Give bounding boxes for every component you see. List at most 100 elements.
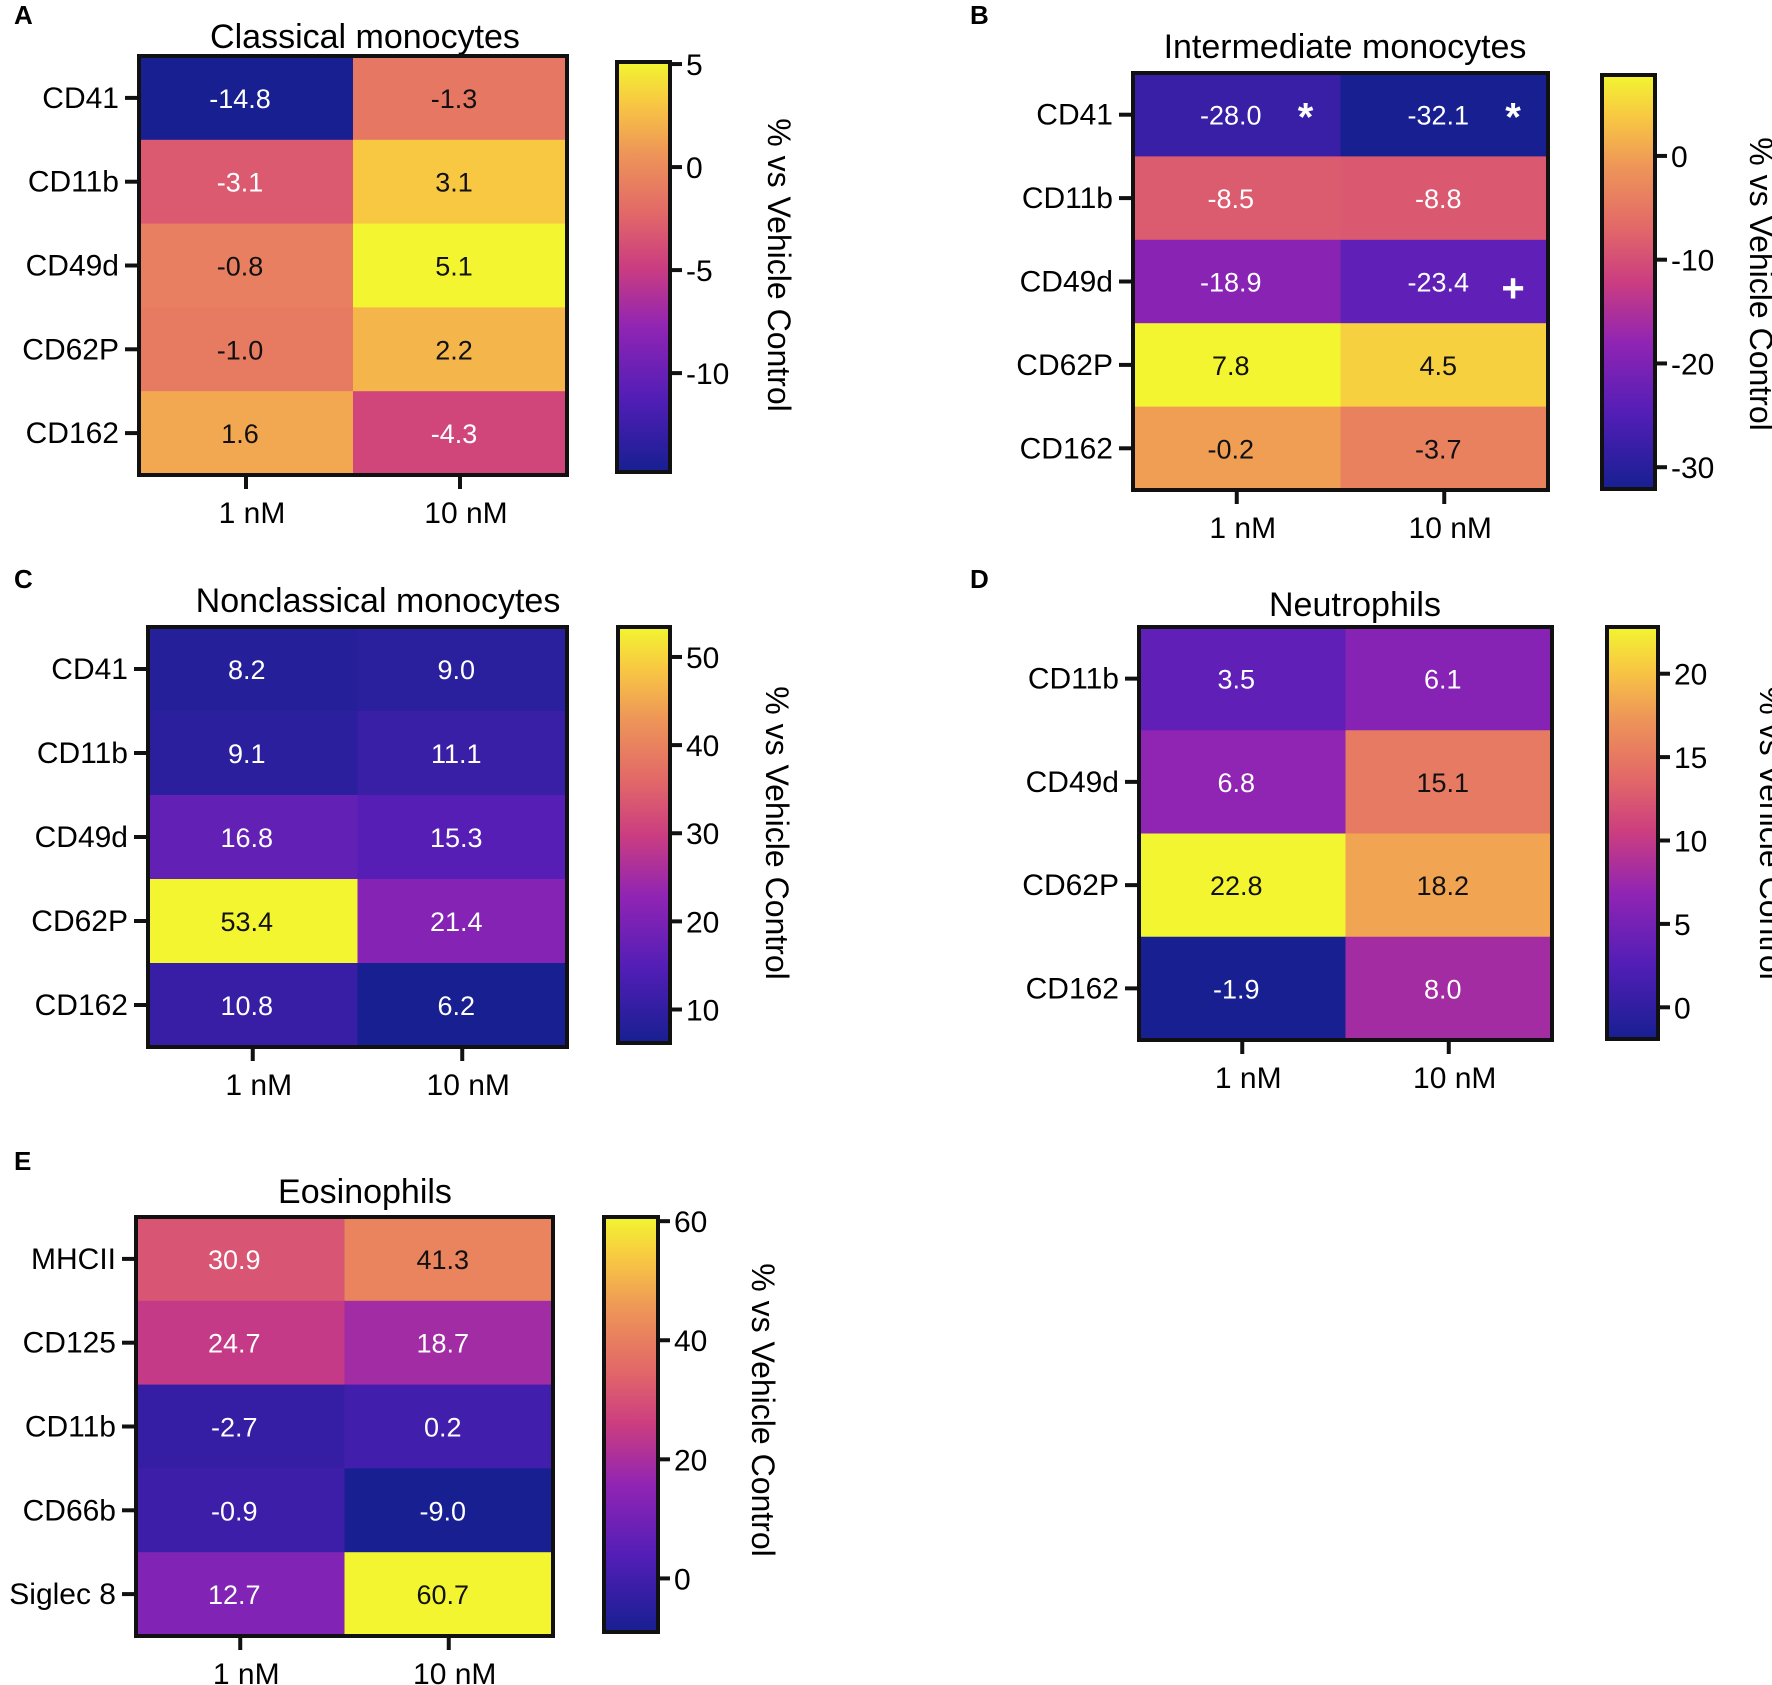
colorbar-tick-label: 30 xyxy=(686,818,719,851)
column-label: 1 nM xyxy=(225,1069,292,1102)
cell-value-label: -23.4 xyxy=(1407,268,1469,298)
row-label: CD62P xyxy=(1016,349,1113,382)
panel-title: Nonclassical monocytes xyxy=(196,582,561,620)
cell-value-label: 60.7 xyxy=(416,1580,469,1610)
heatmap-cell xyxy=(139,139,354,225)
colorbar-tick-label: 0 xyxy=(1674,992,1691,1025)
heatmap-cell xyxy=(148,963,358,1048)
colorbar-tick-label: 0 xyxy=(674,1563,691,1596)
heatmap-cell xyxy=(148,879,358,964)
colorbar-title: % vs Vehicle Control xyxy=(761,118,797,411)
cell-value-label: 15.3 xyxy=(430,823,483,853)
heatmap-cell xyxy=(136,1300,345,1386)
row-label: CD62P xyxy=(1022,869,1119,902)
cell-value-label: -0.2 xyxy=(1207,434,1254,464)
row-label: CD66b xyxy=(23,1494,116,1527)
row-label: CD11b xyxy=(28,166,119,199)
heatmap-cell xyxy=(148,711,358,796)
heatmap-cell xyxy=(1133,239,1341,324)
significance-asterisk: * xyxy=(1505,96,1521,140)
panel-letter: A xyxy=(14,0,33,30)
cell-value-label: 30.9 xyxy=(208,1245,261,1275)
colorbar xyxy=(602,1215,660,1634)
row-label: CD49d xyxy=(1026,766,1119,799)
heatmap-cell xyxy=(1139,627,1346,731)
heatmap-cell xyxy=(1345,833,1553,938)
cell-value-label: -0.9 xyxy=(211,1496,258,1526)
column-label: 1 nM xyxy=(213,1658,280,1685)
heatmap-cell xyxy=(139,56,354,141)
heatmap-cell xyxy=(136,1468,345,1553)
row-label: CD11b xyxy=(25,1411,116,1444)
heatmap-cell xyxy=(1139,730,1346,834)
heatmap-cell xyxy=(1345,627,1553,731)
cell-value-label: -14.8 xyxy=(209,84,271,114)
column-label: 1 nM xyxy=(1215,1062,1282,1095)
row-label: CD11b xyxy=(37,737,128,770)
heatmap-panel-e: E Eosinophils 30.9 41.3 24.7 18.7 -2.7 0.2 -0.9 -… xyxy=(9,1146,781,1685)
panel-letter: B xyxy=(970,0,989,30)
heatmap-cell xyxy=(353,56,568,141)
row-label: CD11b xyxy=(1022,182,1113,215)
row-label: CD49d xyxy=(35,821,128,854)
cell-value-label: -2.7 xyxy=(211,1413,258,1443)
row-label: CD11b xyxy=(1028,663,1119,696)
heatmap-cell xyxy=(1139,833,1346,938)
cell-value-label: 15.1 xyxy=(1416,768,1469,798)
cell-value-label: -4.3 xyxy=(431,419,478,449)
colorbar-tick-label: 10 xyxy=(1674,826,1707,859)
heatmap-cell xyxy=(1340,323,1549,408)
colorbar-tick-label: 40 xyxy=(686,730,719,763)
cell-value-label: 5.1 xyxy=(435,252,473,282)
heatmap-panel-a: A Classical monocytes -14.8 -1.3 -3.1 3.1 -0.8… xyxy=(14,0,797,530)
heatmap-cell xyxy=(353,391,568,476)
column-label: 10 nM xyxy=(424,497,507,530)
heatmap-panel-d: D Neutrophils 3.5 6.1 6.8 15.1 22.8 18.2 -1.9 8.0… xyxy=(970,564,1772,1095)
cell-value-label: 7.8 xyxy=(1212,351,1250,381)
column-label: 10 nM xyxy=(1413,1062,1496,1095)
heatmap-panel-b: B Intermediate monocytes -28.0 * -32.1 * -8.5 -… xyxy=(970,0,1772,545)
colorbar xyxy=(1605,625,1660,1041)
colorbar-tick-label: 40 xyxy=(674,1325,707,1358)
cell-value-label: -18.9 xyxy=(1200,268,1262,298)
cell-value-label: 3.1 xyxy=(435,168,473,198)
heatmap-cell xyxy=(1133,156,1341,241)
colorbar xyxy=(616,625,672,1045)
colorbar-tick-label: 20 xyxy=(1674,659,1707,692)
heatmap-cell xyxy=(1133,73,1341,157)
cell-value-label: 9.0 xyxy=(437,655,475,685)
row-label: CD49d xyxy=(26,250,119,283)
heatmap-cell xyxy=(136,1217,345,1302)
heatmap-cell xyxy=(1340,239,1549,324)
significance-asterisk: * xyxy=(1298,96,1314,140)
colorbar-title: % vs Vehicle Control xyxy=(745,1263,781,1556)
panel-letter: C xyxy=(14,564,33,594)
cell-value-label: -8.8 xyxy=(1415,184,1462,214)
heatmap-cell xyxy=(344,1552,554,1637)
cell-value-label: -0.8 xyxy=(217,252,264,282)
cell-value-label: 18.2 xyxy=(1416,871,1469,901)
cell-value-label: -28.0 xyxy=(1200,101,1262,131)
cell-value-label: 12.7 xyxy=(208,1580,261,1610)
colorbar-tick-label: -5 xyxy=(686,255,713,288)
heatmap-cell xyxy=(357,711,568,796)
colorbar-tick-label: 5 xyxy=(686,49,703,82)
panel-title: Intermediate monocytes xyxy=(1164,28,1527,66)
heatmap-cell xyxy=(344,1217,554,1302)
cell-value-label: 3.5 xyxy=(1217,665,1255,695)
heatmap-cell xyxy=(353,139,568,225)
row-label: CD41 xyxy=(1036,99,1113,132)
row-label: CD62P xyxy=(22,333,119,366)
cell-value-label: -32.1 xyxy=(1407,101,1469,131)
colorbar-tick-label: -30 xyxy=(1671,452,1714,485)
heatmap-cell xyxy=(148,795,358,880)
column-label: 1 nM xyxy=(1209,512,1276,545)
heatmap-cell xyxy=(139,307,354,392)
row-label: Siglec 8 xyxy=(9,1578,116,1611)
heatmap-cell xyxy=(1139,936,1346,1041)
cell-value-label: 41.3 xyxy=(416,1245,469,1275)
cell-value-label: 0.2 xyxy=(424,1413,462,1443)
row-label: CD41 xyxy=(51,653,128,686)
colorbar-tick-label: 15 xyxy=(1674,742,1707,775)
